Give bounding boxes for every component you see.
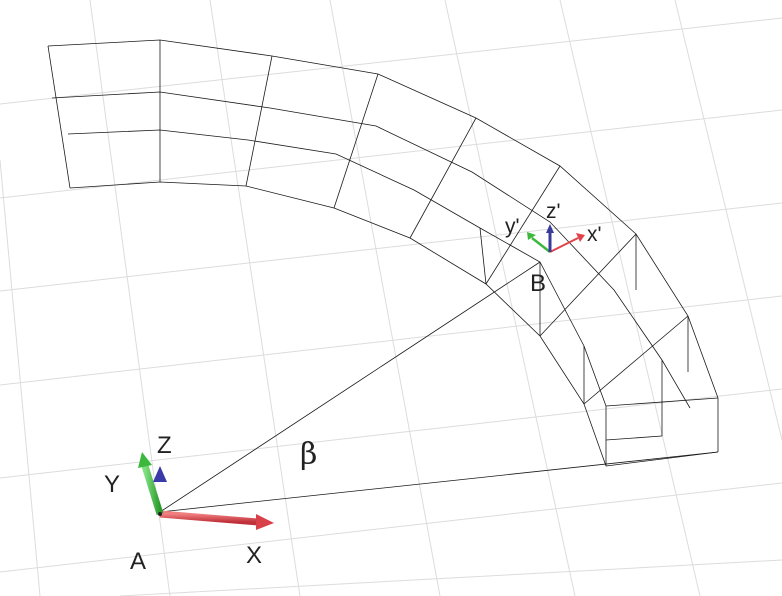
inner-top-edge: [51, 91, 691, 409]
z-axis-label: Z: [157, 432, 172, 459]
y-axis-label: Y: [104, 471, 121, 498]
bottom-edge: [67, 129, 607, 407]
local-x-axis-arrow: [549, 233, 585, 253]
local-y-axis-label: y': [505, 215, 520, 238]
x-axis-label: X: [246, 542, 263, 569]
x-axis-arrow: [159, 510, 274, 530]
angle-beta-label: β: [300, 437, 318, 472]
local-z-axis-arrow: [546, 224, 554, 252]
radius-line-to-b: [159, 261, 541, 513]
local-y-axis-arrow: [527, 232, 551, 253]
origin-point-a: [158, 512, 162, 516]
local-z-axis-label: z': [546, 200, 561, 223]
point-b-label: B: [530, 270, 547, 297]
z-axis-arrow: [153, 466, 167, 514]
local-x-axis-label: x': [587, 223, 602, 246]
radius-line-to-end: [159, 451, 719, 513]
point-a-label: A: [130, 548, 147, 575]
